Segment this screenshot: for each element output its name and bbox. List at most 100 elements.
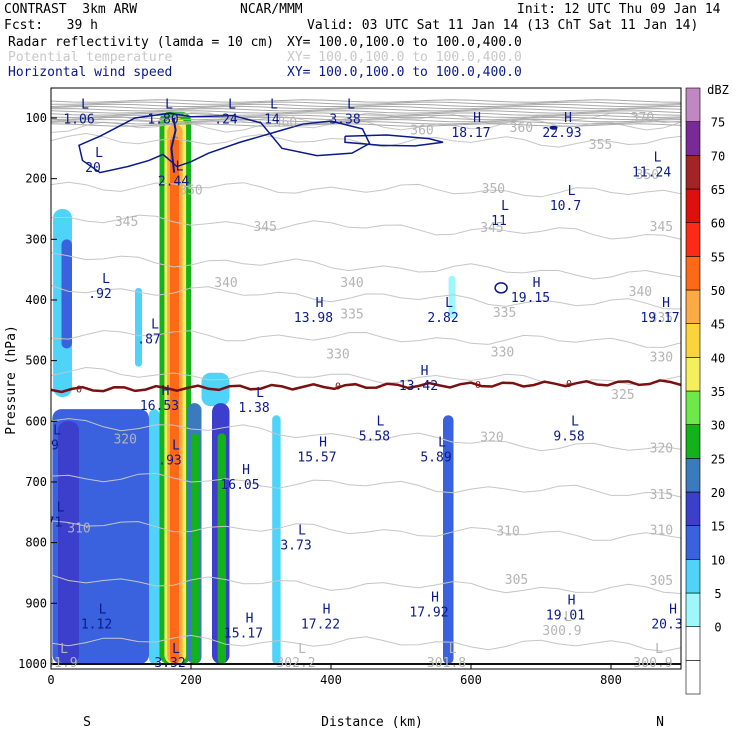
surface-extremum-value: 300.9 (542, 624, 581, 639)
theta-label: 325 (611, 388, 634, 403)
theta-label: 345 (480, 221, 503, 236)
field-xy-wind: XY= 100.0,100.0 to 100.0,400.0 (287, 65, 522, 80)
wind-extremum-kind: L (571, 414, 579, 429)
theta-contour-345 (51, 214, 681, 240)
theta-label: 335 (340, 307, 363, 322)
colorbar-swatch (685, 222, 701, 257)
wind-extremum-kind: H (662, 296, 670, 311)
colorbar-swatch (685, 390, 701, 425)
y-tick-label: 1000 (18, 657, 47, 671)
wind-extremum-value: 5.58 (359, 429, 390, 444)
wind-extremum-kind: H (323, 602, 331, 617)
theta-label: 305 (505, 573, 528, 588)
wind-extremum-value: 17.92 (409, 605, 448, 620)
theta-contour-upper (51, 108, 681, 112)
x-end-label-right: N (656, 715, 664, 730)
wind-extremum-kind: L (347, 98, 355, 113)
wind-extremum-value: 16.05 (220, 478, 259, 493)
theta-label: 330 (491, 346, 514, 361)
reflectivity-cell (217, 433, 226, 664)
wind-extremum-kind: H (319, 436, 327, 451)
zero-isotherm-line (51, 379, 681, 394)
wind-extremum-kind: H (316, 296, 324, 311)
wind-contour-small (549, 125, 558, 130)
zero-isotherm: 0 0 0 0 (51, 379, 681, 665)
wind-extremum-value: 11 (491, 214, 507, 229)
theta-label: 340 (214, 276, 237, 291)
wind-extremum-kind: H (669, 602, 677, 617)
wind-extremum-kind: H (533, 276, 541, 291)
colorbar-tick-label: 55 (711, 250, 725, 264)
wind-extremum-kind: L (228, 98, 236, 113)
theta-contour-330 (51, 330, 681, 348)
theta-label: 360 (510, 121, 533, 136)
colorbar-swatch (685, 525, 701, 560)
theta-contour-310 (51, 520, 681, 541)
theta-label: 350 (482, 182, 505, 197)
y-tick-label: 400 (25, 293, 47, 307)
reflectivity-cell (443, 415, 454, 664)
wind-extremum-value: 20.3 (651, 617, 682, 632)
wind-extremum-kind: L (95, 146, 103, 161)
theta-label: 360 (410, 124, 433, 139)
plot-frame (50, 87, 682, 670)
theta-label: 335 (650, 311, 673, 326)
theta-contour-upper (51, 103, 681, 108)
colorbar-tick-label: 0 (714, 621, 721, 635)
x-tick-label: 800 (600, 673, 622, 687)
field-xy-theta: XY= 100.0,100.0 to 100.0,400.0 (287, 50, 522, 65)
theta-label: 345 (650, 220, 673, 235)
wind-extremum-value: .92 (88, 287, 111, 302)
colorbar-tick-label: 75 (711, 116, 725, 130)
theta-label: 345 (115, 215, 138, 230)
wind-extremum-value: 1.38 (238, 401, 269, 416)
colorbar-tick-label: 10 (711, 553, 725, 567)
wind-extremum-kind: H (473, 111, 481, 126)
wind-extremum-value: 15.57 (297, 451, 336, 466)
theta-label: 315 (650, 488, 673, 503)
colorbar-swatch (685, 256, 701, 291)
zero-isotherm-label: 0 (475, 380, 481, 391)
field-xy-reflectivity: XY= 100.0,100.0 to 100.0,400.0 (287, 35, 522, 50)
y-tick-label: 100 (25, 111, 47, 125)
wind-extremum-value: 1.06 (63, 113, 94, 128)
zero-isotherm-label: 0 (566, 379, 572, 390)
theta-contour-305 (51, 574, 681, 594)
theta-contour-300 (51, 634, 681, 652)
reflectivity-cell (448, 275, 456, 319)
theta-contour-340 (51, 252, 681, 280)
wind-contour-inner (344, 134, 444, 147)
colorbar-swatch (685, 323, 701, 358)
wind-extremum-value: 15.17 (224, 627, 263, 642)
theta-label: 345 (253, 220, 276, 235)
wind-extremum-kind: L (270, 98, 278, 113)
wind-extremum-value: .87 (137, 332, 160, 347)
theta-contour-upper (51, 110, 681, 114)
wind-extremum-kind: L (445, 296, 453, 311)
wind-extremum-value: 13.42 (399, 379, 438, 394)
y-tick-label: 500 (25, 354, 47, 368)
wind-contour-small (494, 282, 508, 294)
surface-extremum-value: 300.9 (633, 656, 672, 671)
x-tick-label: 0 (47, 673, 54, 687)
wind-extremum-kind: H (246, 612, 254, 627)
x-tick-label: 200 (180, 673, 202, 687)
wind-extremum-kind: H (564, 111, 572, 126)
surface-extremum-value: 301.8 (427, 656, 466, 671)
colorbar-swatch (685, 289, 701, 324)
theta-label: 330 (326, 347, 349, 362)
wind-extremum-value: 17.22 (301, 617, 340, 632)
theta-contour-upper (51, 112, 681, 116)
wind-extremum-kind: L (654, 150, 662, 165)
model-title: CONTRAST 3km ARW (4, 2, 138, 17)
y-tick-label: 200 (25, 172, 47, 186)
wind-contour-jet (78, 112, 371, 174)
wind-extremum-value: .14 (256, 113, 280, 128)
theta-contour-upper (51, 118, 681, 123)
wind-extremum-value: 2.44 (158, 175, 189, 190)
wind-extremum-kind: H (421, 364, 429, 379)
wind-extremum-value: 10.7 (550, 199, 581, 214)
colorbar-swatch (685, 491, 701, 526)
wind-extremum-value: 13.98 (294, 311, 333, 326)
wind-extremum-kind: L (99, 602, 107, 617)
